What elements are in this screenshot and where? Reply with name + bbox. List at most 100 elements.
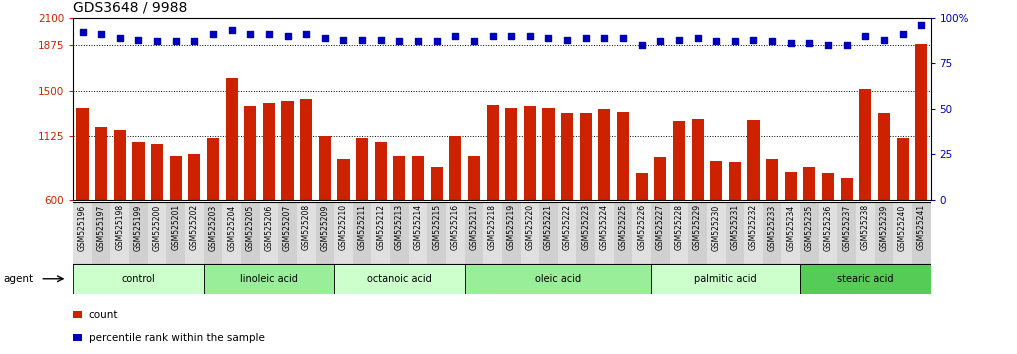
Bar (859, 90, 872, 273)
Text: GSM525217: GSM525217 (470, 204, 478, 250)
Bar (651, 202, 669, 264)
Point (410, 39, 426, 44)
Bar (837, 202, 856, 264)
Text: GSM525229: GSM525229 (693, 204, 702, 250)
Bar (822, 173, 834, 273)
Text: GSM525208: GSM525208 (302, 204, 311, 250)
Text: GSM525211: GSM525211 (358, 204, 366, 250)
Bar (654, 158, 666, 273)
Point (727, 39, 743, 44)
Text: GSM525199: GSM525199 (134, 204, 143, 251)
Text: GSM525225: GSM525225 (618, 204, 627, 250)
Point (615, 35, 632, 41)
Text: count: count (88, 310, 118, 320)
Bar (279, 202, 297, 264)
Bar (226, 79, 238, 273)
Point (392, 39, 408, 44)
Bar (785, 172, 797, 273)
Bar (729, 162, 741, 273)
Bar (878, 113, 890, 273)
Bar (170, 156, 182, 273)
Bar (636, 173, 648, 273)
Point (708, 39, 724, 44)
Bar (73, 202, 92, 264)
Text: GSM525201: GSM525201 (171, 204, 180, 250)
Bar (710, 160, 722, 273)
Bar (259, 202, 279, 264)
Bar (391, 202, 409, 264)
Text: GSM525228: GSM525228 (674, 204, 683, 250)
Bar (203, 264, 335, 294)
Bar (409, 202, 427, 264)
Point (354, 37, 370, 42)
Point (820, 42, 836, 48)
Point (316, 35, 333, 41)
Text: GSM525216: GSM525216 (451, 204, 460, 250)
Point (839, 42, 855, 48)
Text: GSM525214: GSM525214 (414, 204, 422, 250)
Text: GSM525197: GSM525197 (97, 204, 106, 251)
Bar (394, 156, 406, 273)
Text: octanoic acid: octanoic acid (367, 274, 432, 284)
Text: GSM525204: GSM525204 (227, 204, 236, 251)
Text: GSM525220: GSM525220 (526, 204, 534, 250)
Bar (96, 127, 107, 273)
Text: GSM525215: GSM525215 (432, 204, 441, 250)
Point (540, 35, 556, 41)
Bar (262, 103, 275, 273)
Bar (338, 159, 350, 273)
Bar (167, 202, 185, 264)
Point (596, 35, 612, 41)
Bar (446, 202, 465, 264)
Bar (897, 138, 908, 273)
Text: GSM525206: GSM525206 (264, 204, 274, 251)
Bar (524, 107, 536, 273)
Text: agent: agent (3, 274, 34, 284)
Text: GSM525240: GSM525240 (898, 204, 907, 251)
Point (634, 42, 650, 48)
Point (186, 39, 202, 44)
Bar (617, 112, 630, 273)
Point (224, 28, 240, 33)
Bar (483, 202, 502, 264)
Text: percentile rank within the sample: percentile rank within the sample (88, 333, 264, 343)
Point (857, 33, 874, 39)
Text: GSM525237: GSM525237 (842, 204, 851, 251)
Bar (353, 202, 371, 264)
Text: GSM525203: GSM525203 (208, 204, 218, 251)
Text: GSM525198: GSM525198 (115, 204, 124, 250)
Text: GSM525205: GSM525205 (246, 204, 255, 251)
Point (372, 37, 388, 42)
Bar (763, 202, 781, 264)
Point (447, 33, 464, 39)
Bar (206, 138, 219, 273)
Point (130, 37, 146, 42)
Text: linoleic acid: linoleic acid (240, 274, 298, 284)
Bar (297, 202, 315, 264)
Text: GSM525213: GSM525213 (395, 204, 404, 250)
Point (168, 39, 184, 44)
Text: oleic acid: oleic acid (535, 274, 581, 284)
Bar (188, 154, 200, 273)
Point (204, 31, 221, 37)
Text: GSM525223: GSM525223 (582, 204, 590, 250)
Text: GSM525207: GSM525207 (283, 204, 292, 251)
Bar (577, 202, 595, 264)
Bar (539, 202, 557, 264)
Bar (486, 105, 498, 273)
Point (578, 35, 594, 41)
Point (503, 33, 520, 39)
Bar (819, 202, 837, 264)
Bar (747, 120, 760, 273)
Bar (803, 167, 816, 273)
Point (260, 31, 277, 37)
Bar (241, 202, 259, 264)
Bar (465, 264, 651, 294)
Bar (633, 202, 651, 264)
Text: GDS3648 / 9988: GDS3648 / 9988 (73, 0, 187, 14)
Text: GSM525241: GSM525241 (916, 204, 925, 250)
Text: GSM525222: GSM525222 (562, 204, 572, 250)
Bar (335, 202, 353, 264)
Point (242, 31, 258, 37)
Text: control: control (122, 274, 156, 284)
